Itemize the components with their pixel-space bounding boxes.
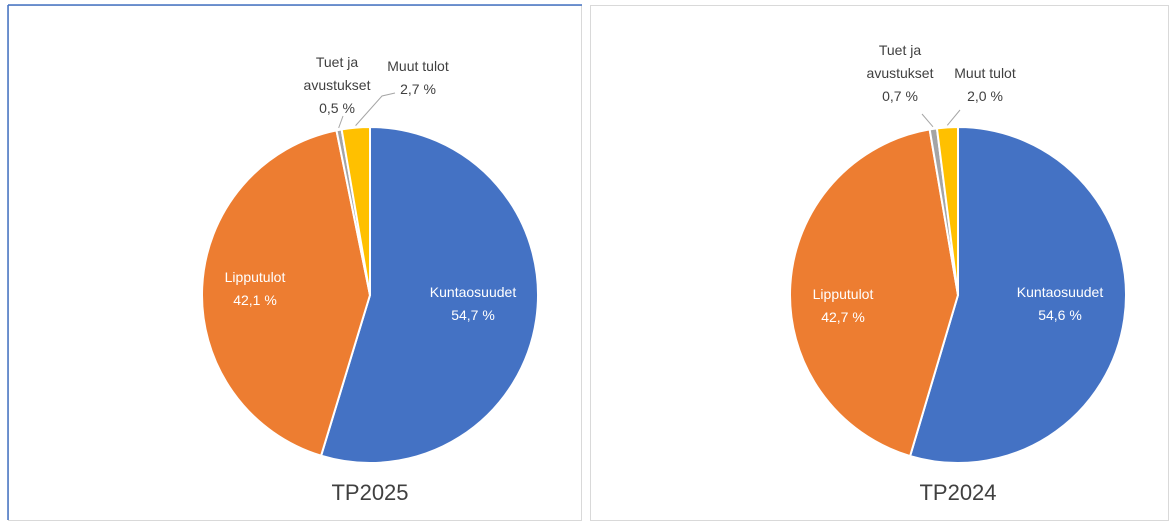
category-label: Kuntaosuudet <box>429 284 517 300</box>
value-label: 54,7 % <box>451 307 495 323</box>
pie-slice <box>908 125 1127 464</box>
pie-slice <box>319 125 539 464</box>
category-label: Lipputulot <box>224 269 286 285</box>
category-label: Muut tulot <box>387 58 449 74</box>
data-label: Kuntaosuudet 54,7 % <box>413 281 533 327</box>
leader-line <box>355 92 396 126</box>
chart-title: TP2024 <box>919 480 997 505</box>
category-label: Lipputulot <box>812 286 874 302</box>
pie-slice <box>201 129 372 457</box>
value-label: 2,0 % <box>967 88 1003 104</box>
data-label: Kuntaosuudet 54,6 % <box>1000 281 1120 327</box>
leader-line <box>946 109 961 126</box>
value-label: 0,5 % <box>319 100 355 116</box>
leader-line <box>921 113 934 128</box>
category-label: Tuet ja avustukset <box>866 42 934 81</box>
panel <box>590 5 1169 521</box>
pie-slice <box>789 128 960 458</box>
data-label: Tuet ja avustukset 0,7 % <box>860 39 940 108</box>
data-label: Muut tulot 2,7 % <box>378 55 458 101</box>
category-label: Kuntaosuudet <box>1016 284 1104 300</box>
chart-title: TP2025 <box>331 480 409 505</box>
value-label: 2,7 % <box>400 81 436 97</box>
data-label: Lipputulot 42,7 % <box>783 283 903 329</box>
pie-slice <box>935 125 959 296</box>
data-label: Muut tulot 2,0 % <box>945 62 1025 108</box>
value-label: 42,1 % <box>233 292 277 308</box>
leader-line <box>338 115 344 129</box>
value-label: 54,6 % <box>1038 307 1082 323</box>
category-label: Tuet ja avustukset <box>303 54 371 93</box>
category-label: Muut tulot <box>954 65 1016 81</box>
data-label: Tuet ja avustukset 0,5 % <box>297 51 377 120</box>
value-label: 0,7 % <box>882 88 918 104</box>
data-label: Lipputulot 42,1 % <box>195 266 315 312</box>
pie-slice <box>340 125 371 296</box>
value-label: 42,7 % <box>821 309 865 325</box>
